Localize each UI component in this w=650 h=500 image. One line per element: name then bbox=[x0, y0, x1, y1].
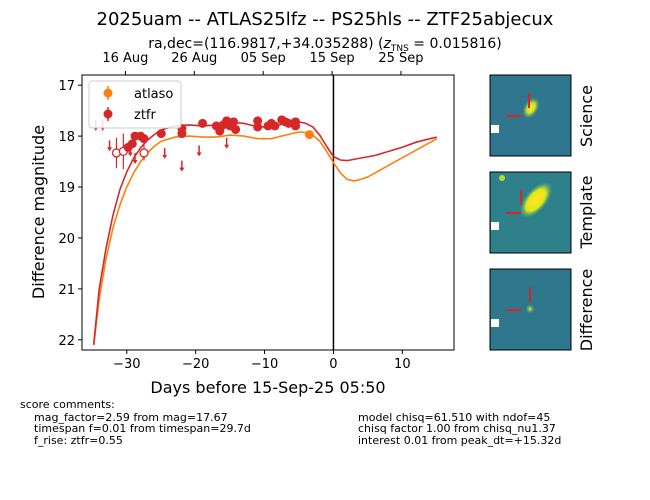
subtitle-prefix: ra,dec=(116.9817,+34.035288) ( bbox=[148, 36, 383, 52]
ztfr-point bbox=[177, 129, 187, 139]
stamp-template-star bbox=[499, 175, 505, 181]
stamp-science-frame bbox=[489, 74, 572, 157]
ztfr-upper-limit-arrow bbox=[107, 147, 113, 152]
ztfr-open-point bbox=[139, 148, 149, 158]
x-axis-label: Days before 15-Sep-25 05:50 bbox=[150, 378, 385, 397]
data-layer bbox=[92, 75, 438, 350]
stamp-template-label: Template bbox=[577, 175, 596, 249]
comments-header: score comments: bbox=[20, 398, 115, 411]
top-tick-label: 25 Sep bbox=[378, 51, 423, 66]
ztfr-point bbox=[270, 121, 280, 131]
comments-left-line: mag_factor=2.59 from mag=17.67 bbox=[34, 411, 228, 424]
ztfr-upper-limit-arrow bbox=[162, 154, 168, 159]
ztfr-upper-limit-arrow bbox=[224, 144, 230, 149]
score-comments: score comments: mag_factor=2.59 from mag… bbox=[20, 398, 561, 447]
comments-left-line: f_rise: ztfr=0.55 bbox=[34, 434, 123, 447]
legend-ztfr-label: ztfr bbox=[134, 108, 156, 123]
top-tick-label: 16 Aug bbox=[102, 51, 148, 66]
legend-atlaso-label: atlaso bbox=[134, 87, 173, 102]
ztfr-point bbox=[284, 118, 294, 128]
ztfr-upper-limit-arrow bbox=[132, 160, 138, 165]
subtitle-z-sub: TNS bbox=[390, 44, 409, 54]
ztfr-point bbox=[231, 124, 241, 134]
ztfr-point bbox=[291, 121, 301, 131]
comments-right-line: interest 0.01 from peak_dt=+15.32d bbox=[358, 434, 561, 447]
x-tick-label: −20 bbox=[182, 357, 209, 372]
stamp-difference: Difference bbox=[489, 268, 596, 351]
atlaso-point bbox=[304, 130, 314, 140]
subtitle-suffix: = 0.015816) bbox=[409, 36, 502, 52]
axis-ticks: −30 −20 −10 0 10 17 18 19 20 21 22 16 Aug 26 Aug 05 S… bbox=[58, 51, 423, 372]
stamp-template-frame bbox=[489, 171, 572, 254]
ztfr-point bbox=[198, 118, 208, 128]
y-tick-label: 18 bbox=[58, 130, 75, 145]
stamp-science-scale bbox=[491, 125, 499, 133]
stamp-template: Template bbox=[489, 171, 596, 254]
x-tick-label: 0 bbox=[329, 357, 337, 372]
y-tick-label: 21 bbox=[58, 283, 75, 298]
stamp-template-source bbox=[519, 181, 553, 219]
legend-atlaso-marker bbox=[103, 88, 113, 98]
ztfr-point bbox=[253, 122, 263, 132]
ztfr-point bbox=[156, 129, 166, 139]
x-tick-label: −30 bbox=[113, 357, 140, 372]
stamp-template-scale bbox=[491, 222, 499, 230]
top-tick-label: 15 Sep bbox=[309, 51, 354, 66]
ztfr-point bbox=[139, 134, 149, 144]
ztfr-upper-limit-arrow bbox=[179, 167, 185, 172]
y-tick-label: 22 bbox=[58, 334, 75, 349]
stamp-difference-frame bbox=[489, 268, 572, 351]
figure-subtitle: ra,dec=(116.9817,+34.035288) (zTNS = 0.0… bbox=[148, 36, 501, 54]
stamp-difference-scale bbox=[491, 319, 499, 327]
atlaso-model-curve bbox=[92, 131, 438, 345]
y-tick-label: 20 bbox=[58, 232, 75, 247]
ztfr-upper-limit-arrow bbox=[127, 152, 133, 157]
comments-left-line: timespan f=0.01 from timespan=29.7d bbox=[34, 422, 251, 435]
x-tick-label: −10 bbox=[251, 357, 278, 372]
legend-ztfr-marker bbox=[103, 109, 113, 119]
ztfr-upper-limit-arrow bbox=[196, 152, 202, 157]
y-tick-label: 19 bbox=[58, 181, 75, 196]
y-axis-label: Difference magnitude bbox=[29, 125, 48, 299]
ztfr-point bbox=[229, 117, 239, 127]
ztfr-point bbox=[127, 139, 137, 149]
top-tick-label: 26 Aug bbox=[171, 51, 217, 66]
stamp-science: Science bbox=[489, 74, 596, 157]
stamp-science-source bbox=[521, 96, 541, 120]
subtitle-z: z bbox=[383, 36, 392, 52]
stamp-difference-source bbox=[525, 304, 535, 314]
legend: atlaso ztfr bbox=[88, 80, 182, 129]
x-tick-label: 10 bbox=[394, 357, 411, 372]
stamp-difference-label: Difference bbox=[577, 269, 596, 351]
comments-right-line: model chisq=61.510 with ndof=45 bbox=[358, 411, 550, 424]
y-tick-label: 17 bbox=[58, 79, 75, 94]
stamp-science-label: Science bbox=[577, 85, 596, 147]
figure-title: 2025uam -- ATLAS25lfz -- PS25hls -- ZTF2… bbox=[97, 9, 554, 30]
top-tick-label: 05 Sep bbox=[241, 51, 286, 66]
comments-right-line: chisq factor 1.00 from chisq_nu1.37 bbox=[358, 422, 556, 435]
plot-frame bbox=[81, 74, 455, 351]
